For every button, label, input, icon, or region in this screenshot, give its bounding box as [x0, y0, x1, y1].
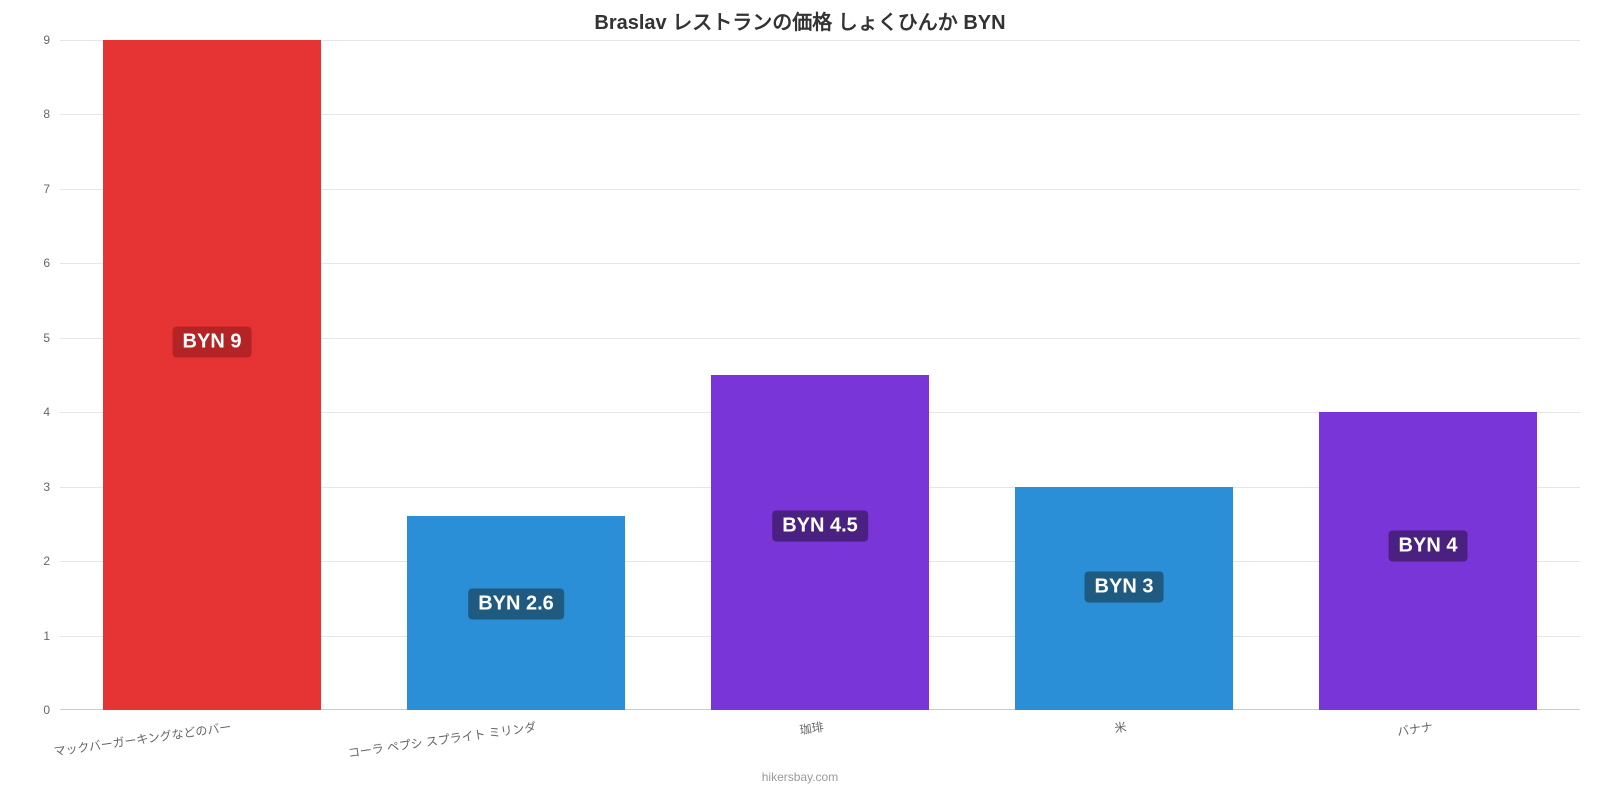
- chart-title: Braslav レストランの価格 しょくひんか BYN: [0, 6, 1600, 35]
- y-tick-label: 8: [43, 107, 50, 121]
- y-tick-label: 2: [43, 554, 50, 568]
- y-tick-label: 4: [43, 405, 50, 419]
- bar-value-label: BYN 9: [173, 326, 252, 357]
- y-tick-label: 7: [43, 182, 50, 196]
- bar-value-label: BYN 3: [1085, 572, 1164, 603]
- price-bar-chart: Braslav レストランの価格 しょくひんか BYN 0123456789BY…: [0, 0, 1600, 800]
- y-tick-label: 1: [43, 629, 50, 643]
- bar-value-label: BYN 2.6: [468, 588, 564, 619]
- bar-value-label: BYN 4: [1389, 531, 1468, 562]
- x-tick-label: 珈琲: [799, 718, 825, 738]
- x-tick-label: コーラ ペプシ スプライト ミリンダ: [347, 718, 538, 761]
- x-tick-label: 米: [1113, 718, 1127, 737]
- x-tick-label: バナナ: [1396, 718, 1434, 740]
- y-tick-label: 6: [43, 256, 50, 270]
- plot-area: 0123456789BYN 9マックバーガーキングなどのバーBYN 2.6コーラ…: [60, 40, 1580, 710]
- y-tick-label: 9: [43, 33, 50, 47]
- x-tick-label: マックバーガーキングなどのバー: [53, 718, 233, 760]
- attribution-text: hikersbay.com: [0, 770, 1600, 784]
- bar: [711, 375, 930, 710]
- bar-value-label: BYN 4.5: [772, 510, 868, 541]
- y-tick-label: 3: [43, 480, 50, 494]
- y-tick-label: 0: [43, 703, 50, 717]
- y-tick-label: 5: [43, 331, 50, 345]
- bar: [103, 40, 322, 710]
